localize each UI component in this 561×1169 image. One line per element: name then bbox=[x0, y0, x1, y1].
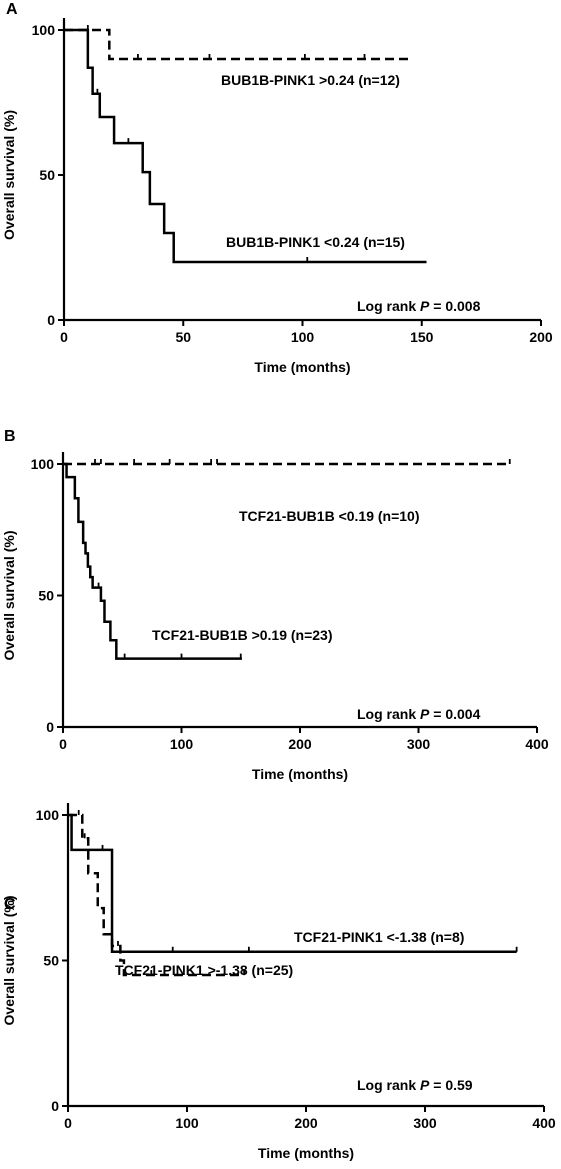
series-label: TCF21-PINK1 >-1.38 (n=25) bbox=[115, 962, 293, 978]
x-tick-label: 100 bbox=[175, 1115, 199, 1131]
series-label: BUB1B-PINK1 <0.24 (n=15) bbox=[226, 234, 405, 250]
log-rank-annotation: Log rank P = 0.008 bbox=[357, 298, 481, 314]
y-axis-title: Overall survival (%) bbox=[1, 531, 17, 661]
survival-curve-solid bbox=[63, 462, 242, 660]
x-tick-label: 0 bbox=[64, 1115, 72, 1131]
x-tick-label: 100 bbox=[291, 329, 315, 345]
x-tick-label: 400 bbox=[525, 736, 549, 752]
panel-letter: B bbox=[4, 428, 16, 445]
x-tick-label: 300 bbox=[413, 1115, 437, 1131]
y-tick-label: 0 bbox=[51, 1098, 59, 1114]
p-symbol: P bbox=[420, 1077, 430, 1093]
x-tick-label: 100 bbox=[170, 736, 194, 752]
y-tick-label: 100 bbox=[32, 22, 56, 38]
p-value: = 0.004 bbox=[429, 706, 480, 722]
y-tick-label: 100 bbox=[36, 807, 60, 823]
p-symbol: P bbox=[420, 298, 430, 314]
series-label: BUB1B-PINK1 >0.24 (n=12) bbox=[221, 72, 400, 88]
panel-b: B 0 50 100 0 100 200 300 400 Time (months) Overall… bbox=[1, 428, 549, 782]
y-tick-label: 50 bbox=[43, 953, 59, 969]
y-axis-title: Overall survival (%) bbox=[1, 110, 17, 240]
x-tick-label: 400 bbox=[532, 1115, 556, 1131]
series-label: TCF21-PINK1 <-1.38 (n=8) bbox=[294, 929, 464, 945]
series-label: TCF21-BUB1B <0.19 (n=10) bbox=[239, 508, 420, 524]
x-axis-title: Time (months) bbox=[254, 359, 350, 375]
log-rank-prefix: Log rank bbox=[357, 298, 420, 314]
panel-a: A 0 50 100 0 50 100 150 200 Time (months) Overall … bbox=[1, 1, 553, 375]
survival-curve-dashed bbox=[64, 28, 413, 61]
log-rank-annotation: Log rank P = 0.59 bbox=[357, 1077, 473, 1093]
panel-c: C 0 50 100 0 100 200 300 400 Time (months) Overall… bbox=[1, 803, 556, 1161]
log-rank-annotation: Log rank P = 0.004 bbox=[357, 706, 481, 722]
survival-curve-solid bbox=[64, 28, 427, 264]
survival-curve-dashed bbox=[68, 813, 245, 977]
x-axis-title: Time (months) bbox=[258, 1145, 354, 1161]
x-tick-label: 150 bbox=[410, 329, 434, 345]
x-tick-label: 50 bbox=[175, 329, 191, 345]
x-tick-label: 0 bbox=[59, 736, 67, 752]
y-axis-title: Overall survival (%) bbox=[1, 896, 17, 1026]
panel-letter: C bbox=[4, 896, 16, 913]
x-tick-label: 200 bbox=[529, 329, 553, 345]
y-tick-label: 0 bbox=[46, 719, 54, 735]
x-tick-label: 200 bbox=[294, 1115, 318, 1131]
x-tick-label: 0 bbox=[60, 329, 68, 345]
log-rank-prefix: Log rank bbox=[357, 706, 420, 722]
p-symbol: P bbox=[420, 706, 430, 722]
series-label: TCF21-BUB1B >0.19 (n=23) bbox=[152, 627, 333, 643]
x-axis-title: Time (months) bbox=[252, 766, 348, 782]
p-value: = 0.59 bbox=[429, 1077, 472, 1093]
panel-letter: A bbox=[6, 1, 18, 18]
x-tick-label: 300 bbox=[407, 736, 431, 752]
y-tick-label: 50 bbox=[38, 588, 54, 604]
log-rank-prefix: Log rank bbox=[357, 1077, 420, 1093]
y-tick-label: 50 bbox=[39, 167, 55, 183]
x-tick-label: 200 bbox=[288, 736, 312, 752]
y-tick-label: 100 bbox=[31, 456, 55, 472]
y-tick-label: 0 bbox=[47, 312, 55, 328]
p-value: = 0.008 bbox=[429, 298, 480, 314]
